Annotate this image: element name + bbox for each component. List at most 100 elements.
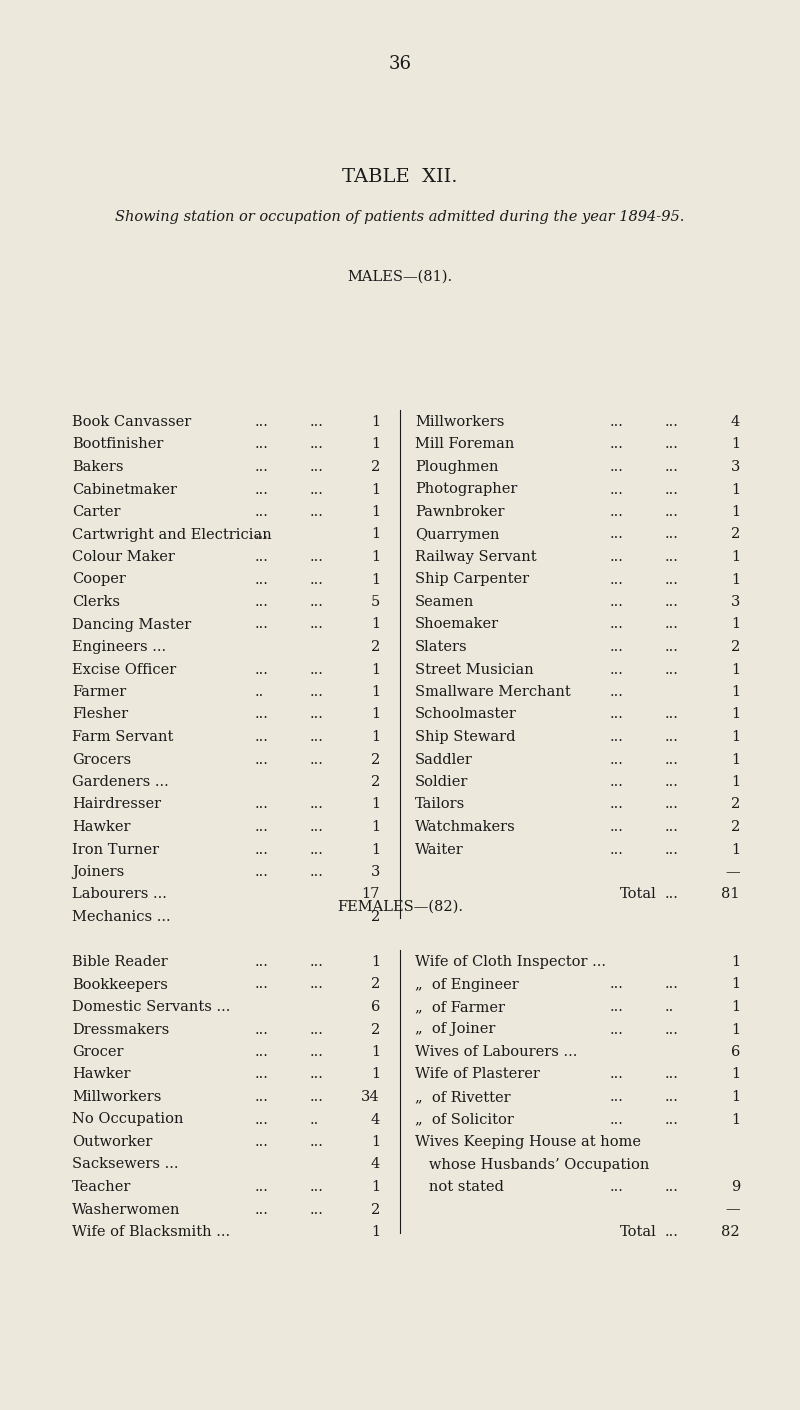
- Text: Book Canvasser: Book Canvasser: [72, 415, 191, 429]
- Text: 1: 1: [371, 527, 380, 541]
- Text: ...: ...: [610, 1067, 624, 1081]
- Text: 1: 1: [731, 1022, 740, 1036]
- Text: Street Musician: Street Musician: [415, 663, 534, 677]
- Text: ...: ...: [255, 730, 269, 744]
- Text: Photographer: Photographer: [415, 482, 518, 496]
- Text: Grocer: Grocer: [72, 1045, 123, 1059]
- Text: 6: 6: [370, 1000, 380, 1014]
- Text: ...: ...: [610, 1022, 624, 1036]
- Text: ...: ...: [255, 708, 269, 722]
- Text: 2: 2: [730, 798, 740, 812]
- Text: ...: ...: [310, 708, 324, 722]
- Text: Carter: Carter: [72, 505, 121, 519]
- Text: 2: 2: [730, 640, 740, 654]
- Text: ...: ...: [665, 821, 679, 833]
- Text: ...: ...: [310, 977, 324, 991]
- Text: Wife of Plasterer: Wife of Plasterer: [415, 1067, 540, 1081]
- Text: 1: 1: [731, 955, 740, 969]
- Text: Domestic Servants ...: Domestic Servants ...: [72, 1000, 230, 1014]
- Text: 82: 82: [722, 1225, 740, 1239]
- Text: 1: 1: [731, 505, 740, 519]
- Text: ..: ..: [310, 1112, 319, 1127]
- Text: No Occupation: No Occupation: [72, 1112, 183, 1127]
- Text: 1: 1: [371, 1045, 380, 1059]
- Text: ...: ...: [665, 527, 679, 541]
- Text: ...: ...: [665, 415, 679, 429]
- Text: ...: ...: [610, 1090, 624, 1104]
- Text: Millworkers: Millworkers: [415, 415, 504, 429]
- Text: Hawker: Hawker: [72, 1067, 130, 1081]
- Text: ...: ...: [310, 1203, 324, 1217]
- Text: 1: 1: [371, 482, 380, 496]
- Text: Sacksewers ...: Sacksewers ...: [72, 1158, 178, 1172]
- Text: 1: 1: [731, 1000, 740, 1014]
- Text: FEMALES—(82).: FEMALES—(82).: [337, 900, 463, 914]
- Text: Bookkeepers: Bookkeepers: [72, 977, 168, 991]
- Text: 2: 2: [370, 1203, 380, 1217]
- Text: Wives Keeping House at home: Wives Keeping House at home: [415, 1135, 641, 1149]
- Text: ...: ...: [255, 663, 269, 677]
- Text: 1: 1: [371, 708, 380, 722]
- Text: ...: ...: [665, 460, 679, 474]
- Text: ...: ...: [255, 821, 269, 833]
- Text: ...: ...: [610, 663, 624, 677]
- Text: Millworkers: Millworkers: [72, 1090, 162, 1104]
- Text: ...: ...: [310, 437, 324, 451]
- Text: ...: ...: [610, 821, 624, 833]
- Text: ...: ...: [665, 843, 679, 856]
- Text: ...: ...: [310, 482, 324, 496]
- Text: Soldier: Soldier: [415, 776, 468, 790]
- Text: ...: ...: [310, 415, 324, 429]
- Text: ...: ...: [665, 1090, 679, 1104]
- Text: 1: 1: [731, 685, 740, 699]
- Text: ...: ...: [610, 460, 624, 474]
- Text: ...: ...: [665, 595, 679, 609]
- Text: 1: 1: [371, 1135, 380, 1149]
- Text: ...: ...: [255, 843, 269, 856]
- Text: MALES—(81).: MALES—(81).: [347, 269, 453, 283]
- Text: Saddler: Saddler: [415, 753, 473, 767]
- Text: Total: Total: [620, 1225, 657, 1239]
- Text: not stated: not stated: [415, 1180, 504, 1194]
- Text: 1: 1: [731, 843, 740, 856]
- Text: 2: 2: [370, 776, 380, 790]
- Text: 1: 1: [731, 776, 740, 790]
- Text: ...: ...: [255, 618, 269, 632]
- Text: 1: 1: [371, 1180, 380, 1194]
- Text: „  of Engineer: „ of Engineer: [415, 977, 518, 991]
- Text: Bakers: Bakers: [72, 460, 123, 474]
- Text: ...: ...: [255, 595, 269, 609]
- Text: Mill Foreman: Mill Foreman: [415, 437, 514, 451]
- Text: ...: ...: [310, 505, 324, 519]
- Text: ...: ...: [255, 460, 269, 474]
- Text: ...: ...: [255, 527, 269, 541]
- Text: Clerks: Clerks: [72, 595, 120, 609]
- Text: Ploughmen: Ploughmen: [415, 460, 498, 474]
- Text: ...: ...: [665, 1112, 679, 1127]
- Text: 1: 1: [371, 415, 380, 429]
- Text: ...: ...: [665, 887, 679, 901]
- Text: ...: ...: [255, 1045, 269, 1059]
- Text: 1: 1: [371, 821, 380, 833]
- Text: ...: ...: [310, 1022, 324, 1036]
- Text: 9: 9: [730, 1180, 740, 1194]
- Text: 2: 2: [730, 527, 740, 541]
- Text: 1: 1: [371, 550, 380, 564]
- Text: ...: ...: [610, 730, 624, 744]
- Text: Quarrymen: Quarrymen: [415, 527, 499, 541]
- Text: ...: ...: [665, 550, 679, 564]
- Text: ...: ...: [610, 685, 624, 699]
- Text: Iron Turner: Iron Turner: [72, 843, 159, 856]
- Text: Ship Steward: Ship Steward: [415, 730, 515, 744]
- Text: ...: ...: [255, 482, 269, 496]
- Text: 1: 1: [371, 505, 380, 519]
- Text: Schoolmaster: Schoolmaster: [415, 708, 517, 722]
- Text: Excise Officer: Excise Officer: [72, 663, 176, 677]
- Text: ..: ..: [665, 1000, 674, 1014]
- Text: Total: Total: [620, 887, 657, 901]
- Text: 6: 6: [730, 1045, 740, 1059]
- Text: ...: ...: [610, 482, 624, 496]
- Text: ...: ...: [310, 730, 324, 744]
- Text: 2: 2: [370, 753, 380, 767]
- Text: Hawker: Hawker: [72, 821, 130, 833]
